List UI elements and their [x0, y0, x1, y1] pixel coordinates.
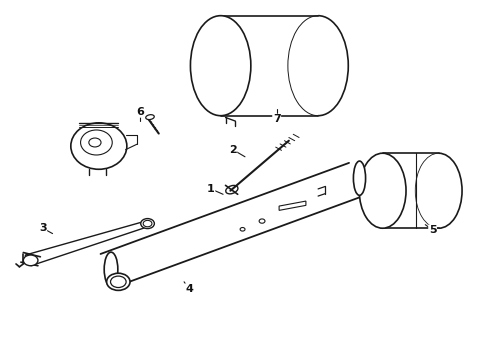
Text: 1: 1 — [207, 184, 215, 194]
Text: 4: 4 — [185, 284, 193, 294]
Ellipse shape — [104, 252, 118, 287]
Text: 2: 2 — [229, 145, 237, 155]
Text: 5: 5 — [429, 225, 437, 235]
Text: 7: 7 — [273, 114, 281, 124]
Text: 3: 3 — [39, 223, 47, 233]
Ellipse shape — [107, 273, 130, 291]
Ellipse shape — [259, 219, 265, 223]
Polygon shape — [279, 201, 306, 210]
Ellipse shape — [353, 161, 366, 195]
Ellipse shape — [24, 255, 38, 266]
Text: 6: 6 — [136, 107, 144, 117]
Ellipse shape — [141, 219, 154, 229]
Ellipse shape — [240, 228, 245, 231]
Polygon shape — [220, 16, 318, 116]
Ellipse shape — [146, 115, 154, 120]
Ellipse shape — [71, 123, 127, 169]
Ellipse shape — [359, 153, 406, 228]
Ellipse shape — [191, 16, 251, 116]
Polygon shape — [25, 220, 151, 266]
Polygon shape — [100, 163, 370, 285]
Polygon shape — [383, 153, 439, 228]
